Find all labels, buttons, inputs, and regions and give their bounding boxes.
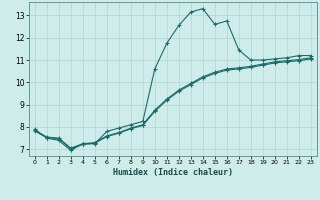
X-axis label: Humidex (Indice chaleur): Humidex (Indice chaleur) (113, 168, 233, 177)
